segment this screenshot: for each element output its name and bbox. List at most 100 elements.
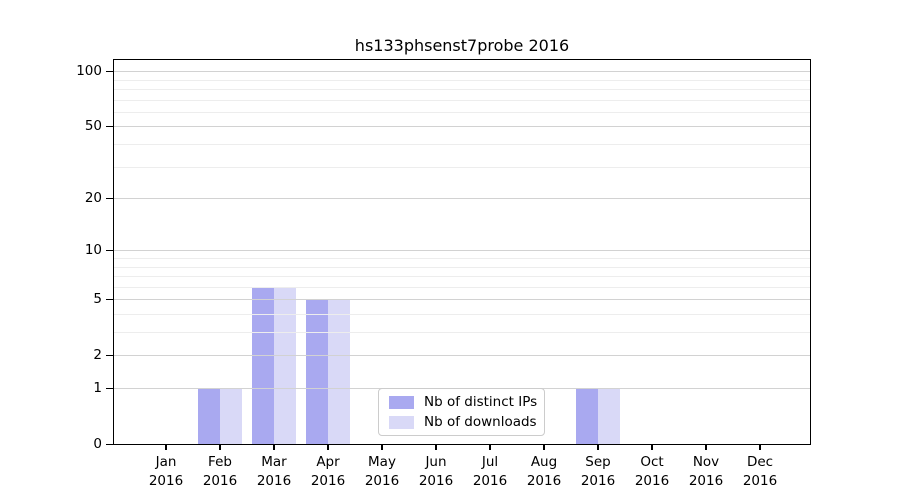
gridline-minor-30 xyxy=(114,166,810,168)
legend-label: Nb of distinct IPs xyxy=(424,394,538,410)
y-tick-0 xyxy=(106,443,113,445)
legend-label: Nb of downloads xyxy=(424,414,537,430)
x-tick-sep xyxy=(597,445,599,450)
x-label-month: Jan xyxy=(155,454,177,470)
x-label-month: Dec xyxy=(746,454,774,470)
x-label-year: 2016 xyxy=(742,473,778,489)
y-tick-label-10: 10 xyxy=(84,241,102,258)
bar-nb-of-downloads-feb xyxy=(220,388,242,444)
y-tick-label-5: 5 xyxy=(93,290,102,307)
legend-item: Nb of distinct IPs xyxy=(389,394,544,410)
x-tick-apr xyxy=(327,445,329,450)
x-tick-mar xyxy=(273,445,275,450)
x-label-year: 2016 xyxy=(580,473,616,489)
x-label-year: 2016 xyxy=(526,473,562,489)
x-label-month: Jun xyxy=(425,454,447,470)
x-tick-label-jul: Jul 2016 xyxy=(460,453,520,491)
x-tick-label-mar: Mar 2016 xyxy=(244,453,304,491)
x-tick-aug xyxy=(543,445,545,450)
x-tick-may xyxy=(381,445,383,450)
bar-nb-of-downloads-mar xyxy=(274,286,296,444)
y-tick-label-50: 50 xyxy=(84,117,102,134)
x-tick-label-apr: Apr 2016 xyxy=(298,453,358,491)
x-label-year: 2016 xyxy=(634,473,670,489)
gridline-minor-80 xyxy=(114,89,810,91)
bar-nb-of-distinct-ips-mar xyxy=(252,286,274,444)
gridline-minor-6 xyxy=(114,286,810,288)
x-label-year: 2016 xyxy=(148,473,184,489)
x-tick-nov xyxy=(705,445,707,450)
x-tick-jul xyxy=(489,445,491,450)
legend-item: Nb of downloads xyxy=(389,414,544,430)
legend-swatch xyxy=(389,395,414,409)
bar-nb-of-distinct-ips-apr xyxy=(306,299,328,444)
x-label-month: Sep xyxy=(585,454,611,470)
x-tick-feb xyxy=(219,445,221,450)
gridline-minor-8 xyxy=(114,266,810,268)
x-label-month: Aug xyxy=(530,454,558,470)
x-label-month: May xyxy=(368,454,396,470)
x-label-year: 2016 xyxy=(418,473,454,489)
y-tick-label-20: 20 xyxy=(84,189,102,206)
x-tick-oct xyxy=(651,445,653,450)
gridline-major-5 xyxy=(114,299,810,301)
bar-nb-of-downloads-sep xyxy=(598,388,620,444)
chart-title: hs133phsenst7probe 2016 xyxy=(354,36,570,55)
y-tick-label-1: 1 xyxy=(93,379,102,396)
legend-swatch xyxy=(389,415,414,429)
x-label-month: Apr xyxy=(316,454,340,470)
y-tick-20 xyxy=(106,197,113,199)
x-tick-label-sep: Sep 2016 xyxy=(568,453,628,491)
gridline-minor-90 xyxy=(114,79,810,81)
legend: Nb of distinct IPs Nb of downloads xyxy=(378,388,545,436)
x-label-year: 2016 xyxy=(688,473,724,489)
x-tick-label-oct: Oct 2016 xyxy=(622,453,682,491)
x-label-year: 2016 xyxy=(202,473,238,489)
gridline-minor-4 xyxy=(114,313,810,315)
y-tick-5 xyxy=(106,298,113,301)
bar-nb-of-downloads-apr xyxy=(328,299,350,444)
x-tick-dec xyxy=(759,445,761,450)
y-tick-label-2: 2 xyxy=(93,346,102,363)
x-tick-label-dec: Dec 2016 xyxy=(730,453,790,491)
gridline-major-100 xyxy=(114,71,810,73)
x-tick-label-feb: Feb 2016 xyxy=(190,453,250,491)
x-label-month: Jul xyxy=(481,454,499,470)
gridline-major-10 xyxy=(114,250,810,252)
x-label-month: Mar xyxy=(261,454,287,470)
x-tick-jun xyxy=(435,445,437,450)
y-tick-50 xyxy=(106,125,113,128)
y-tick-label-100: 100 xyxy=(76,62,102,79)
gridline-minor-7 xyxy=(114,276,810,278)
y-tick-100 xyxy=(106,70,113,72)
x-tick-label-may: May 2016 xyxy=(352,453,412,491)
x-label-year: 2016 xyxy=(256,473,292,489)
x-label-month: Oct xyxy=(640,454,664,470)
gridline-major-50 xyxy=(114,126,810,128)
bar-nb-of-distinct-ips-feb xyxy=(198,388,220,444)
gridline-major-2 xyxy=(114,355,810,357)
x-label-month: Feb xyxy=(208,454,232,470)
gridline-minor-3 xyxy=(114,332,810,334)
x-label-year: 2016 xyxy=(472,473,508,489)
gridline-minor-70 xyxy=(114,99,810,101)
x-tick-label-aug: Aug 2016 xyxy=(514,453,574,491)
bar-nb-of-distinct-ips-sep xyxy=(576,388,598,444)
y-tick-2 xyxy=(106,354,113,357)
x-tick-jan xyxy=(165,445,167,450)
y-tick-label-0: 0 xyxy=(93,435,102,452)
x-label-year: 2016 xyxy=(364,473,400,489)
x-tick-label-jan: Jan 2016 xyxy=(136,453,196,491)
gridline-minor-60 xyxy=(114,111,810,113)
gridline-minor-40 xyxy=(114,144,810,146)
x-tick-label-jun: Jun 2016 xyxy=(406,453,466,491)
gridline-minor-9 xyxy=(114,258,810,259)
plot-area: Nb of distinct IPs Nb of downloads 0 1 2 5 10… xyxy=(76,59,811,489)
y-tick-10 xyxy=(106,249,113,252)
x-tick-label-nov: Nov 2016 xyxy=(676,453,736,491)
gridline-major-20 xyxy=(114,198,810,200)
x-label-year: 2016 xyxy=(310,473,346,489)
y-tick-1 xyxy=(106,387,113,389)
x-label-month: Nov xyxy=(692,454,720,470)
